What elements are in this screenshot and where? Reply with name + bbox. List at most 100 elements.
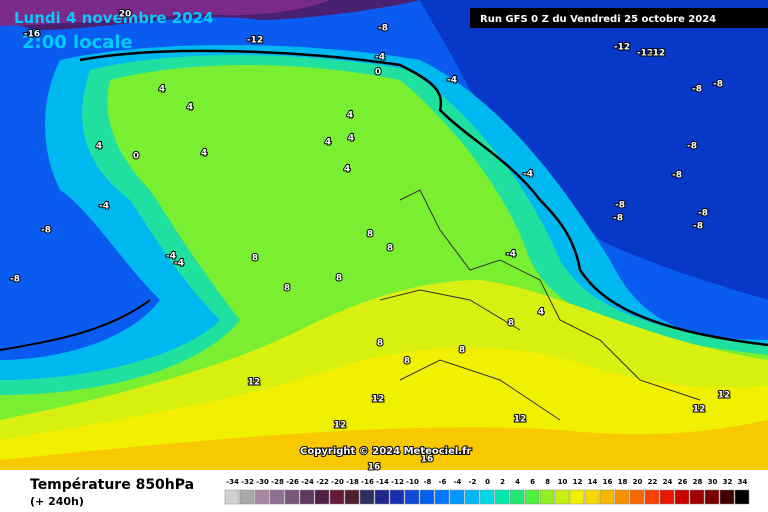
contour-label: 4 xyxy=(538,308,544,318)
contour-label: -12 xyxy=(649,49,665,59)
legend-swatch xyxy=(644,489,660,505)
run-banner xyxy=(470,8,768,28)
legend-swatch xyxy=(299,489,315,505)
legend-swatch xyxy=(599,489,615,505)
legend-swatch xyxy=(614,489,630,505)
contour-label: -4 xyxy=(166,252,176,262)
contour-label: -4 xyxy=(447,76,457,86)
contour-label: -8 xyxy=(378,24,388,34)
contour-label: 16 xyxy=(368,463,381,473)
contour-label: -12 xyxy=(247,36,263,46)
legend-label: 8 xyxy=(545,478,550,486)
legend-swatch xyxy=(464,489,480,505)
legend-label: 18 xyxy=(618,478,628,486)
legend-swatch xyxy=(689,489,705,505)
legend-swatch xyxy=(539,489,555,505)
contour-label: -8 xyxy=(41,226,51,236)
legend-swatch xyxy=(674,489,690,505)
legend-label: -4 xyxy=(454,478,462,486)
legend-swatch xyxy=(719,489,735,505)
legend-label: 4 xyxy=(515,478,520,486)
contour-label: 0 xyxy=(133,152,139,162)
legend-label: 28 xyxy=(693,478,703,486)
legend: -34 -32 -30 -28 -26 -24 -22 -20 -18 -16 -14 -12 -10-… xyxy=(224,478,750,505)
contour-label: 8 xyxy=(252,254,258,264)
contour-label: -8 xyxy=(672,171,682,181)
contour-label: 12 xyxy=(514,415,527,425)
contour-label: 4 xyxy=(347,111,353,121)
contour-label: -12 xyxy=(614,43,630,53)
legend-swatch xyxy=(359,489,375,505)
legend-label: -18 xyxy=(346,478,359,486)
orange-region xyxy=(0,420,768,470)
legend-label: -32 xyxy=(241,478,254,486)
legend-swatch xyxy=(374,489,390,505)
contour-label: 16 xyxy=(421,455,434,465)
legend-label: 0 xyxy=(485,478,490,486)
contour-label: 4 xyxy=(96,142,102,152)
legend-label: 20 xyxy=(633,478,643,486)
contour-label: 8 xyxy=(336,274,342,284)
contour-label: 8 xyxy=(377,339,383,349)
contour-label: 8 xyxy=(404,357,410,367)
legend-label: -30 xyxy=(256,478,269,486)
legend-swatch xyxy=(284,489,300,505)
contour-label: -4 xyxy=(174,259,184,269)
contour-label: 8 xyxy=(367,230,373,240)
legend-label: -2 xyxy=(469,478,477,486)
contour-label: -8 xyxy=(692,85,702,95)
legend-swatch xyxy=(524,489,540,505)
contour-label: -16 xyxy=(24,30,40,40)
legend-swatch xyxy=(584,489,600,505)
contour-label: -4 xyxy=(99,202,109,212)
contour-label: -8 xyxy=(713,80,723,90)
legend-swatch xyxy=(419,489,435,505)
contour-label: 8 xyxy=(284,284,290,294)
legend-label: 10 xyxy=(558,478,568,486)
legend-swatch xyxy=(239,489,255,505)
contour-label: -4 xyxy=(375,53,385,63)
contour-label: 4 xyxy=(348,134,354,144)
legend-label: 34 xyxy=(738,478,748,486)
legend-label: 32 xyxy=(723,478,733,486)
contour-label: -8 xyxy=(615,201,625,211)
contour-label: -12 xyxy=(637,49,653,59)
legend-label: -16 xyxy=(361,478,374,486)
contour-label: 8 xyxy=(459,346,465,356)
legend-label: 14 xyxy=(588,478,598,486)
legend-swatch xyxy=(704,489,720,505)
contour-label: -4 xyxy=(523,170,533,180)
legend-swatch xyxy=(569,489,585,505)
legend-label: -22 xyxy=(316,478,329,486)
footer-title: Température 850hPa xyxy=(30,477,194,493)
contour-label: -4 xyxy=(506,250,516,260)
legend-swatch xyxy=(479,489,495,505)
contour-label: 12 xyxy=(372,395,385,405)
legend-swatch xyxy=(659,489,675,505)
contour-label: 20 xyxy=(119,10,132,20)
legend-swatch xyxy=(329,489,345,505)
legend-label: -24 xyxy=(301,478,314,486)
contour-label: -8 xyxy=(687,142,697,152)
legend-label: -28 xyxy=(271,478,284,486)
legend-label: 22 xyxy=(648,478,658,486)
legend-swatch xyxy=(224,489,240,505)
legend-swatch xyxy=(554,489,570,505)
contour-label: 8 xyxy=(508,319,514,329)
legend-label: 30 xyxy=(708,478,718,486)
legend-label: -8 xyxy=(424,478,432,486)
run-label: Run GFS 0 Z du Vendredi 25 octobre 2024 xyxy=(480,14,716,25)
legend-label: 16 xyxy=(603,478,613,486)
contour-label: 8 xyxy=(387,244,393,254)
legend-label: -20 xyxy=(331,478,344,486)
legend-swatch xyxy=(434,489,450,505)
legend-swatch xyxy=(314,489,330,505)
contour-label: 12 xyxy=(248,378,261,388)
zero-isotherm xyxy=(79,49,768,347)
coldest-region xyxy=(0,0,330,26)
zero-isotherm xyxy=(0,299,151,351)
contour-label: -8 xyxy=(693,222,703,232)
legend-swatch xyxy=(449,489,465,505)
